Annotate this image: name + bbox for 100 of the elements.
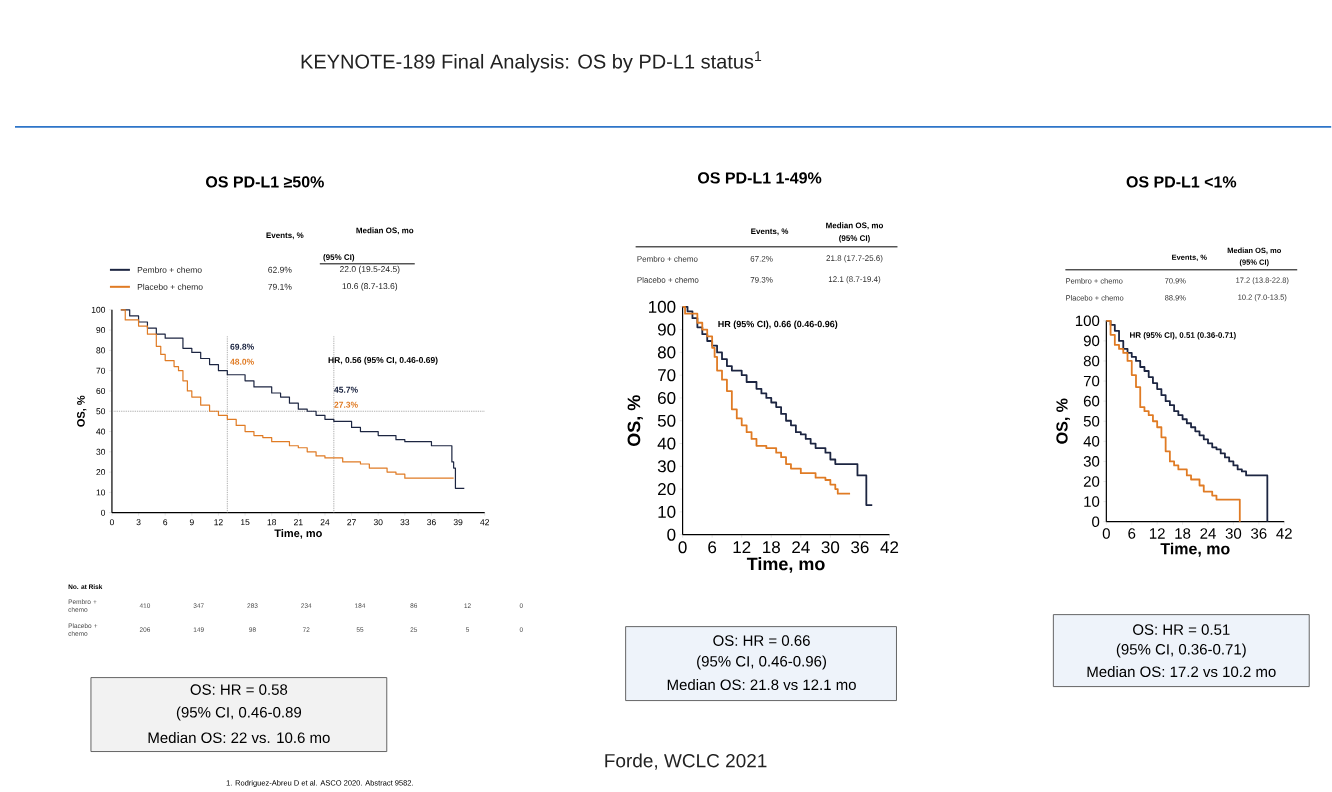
annotation: 48.0%: [230, 359, 254, 366]
y-tick-label: 90: [96, 327, 106, 334]
x-tick-label: 27: [347, 519, 356, 526]
y-tick-label: 60: [658, 392, 676, 405]
x-tick-label: 36: [851, 541, 869, 554]
legend-label: Placebo + chemo: [137, 283, 203, 291]
x-axis-title: Time, mo: [274, 529, 322, 539]
x-tick-label: 0: [1102, 528, 1110, 540]
x-axis-title: Time, mo: [746, 557, 825, 574]
text: Median OS: 21.8 vs 12.1 mo: [667, 679, 856, 691]
x-tick-label: 42: [1276, 528, 1292, 539]
y-tick-label: 40: [657, 437, 676, 450]
y-tick-label: 20: [96, 469, 106, 476]
x-tick-label: 6: [708, 541, 717, 554]
y-tick-label: 10: [658, 506, 676, 519]
chart-title: OS PD-L1 <1%: [1126, 176, 1237, 188]
y-tick-label: 10: [1084, 496, 1100, 508]
y-axis-title: OS, %: [1056, 398, 1070, 444]
text: OS: HR = 0.66: [713, 635, 810, 647]
y-tick-label: 50: [1083, 416, 1100, 427]
y-tick-label: 30: [96, 449, 106, 456]
y-tick-label: 80: [96, 347, 106, 354]
x-tick-label: 0: [678, 541, 687, 554]
y-tick-label: 40: [96, 428, 106, 435]
y-axis-title: OS, %: [77, 395, 87, 427]
text: (95% CI, 0.36-0.71): [1116, 643, 1246, 658]
chart-title: OS PD-L1 ≥50%: [206, 176, 324, 188]
x-tick-label: 6: [163, 519, 168, 526]
y-tick-label: 60: [1083, 396, 1100, 407]
x-tick-label: 30: [373, 519, 383, 526]
y-tick-label: 100: [91, 307, 106, 314]
y-tick-label: 100: [1075, 315, 1100, 327]
x-tick-label: 42: [480, 519, 490, 526]
x-tick-label: 24: [320, 519, 330, 526]
y-tick-label: 40: [1083, 436, 1100, 447]
text: (95% CI): [839, 235, 870, 243]
x-tick-label: 18: [267, 519, 277, 526]
x-tick-label: 12: [733, 541, 751, 554]
text: Median OS, mo: [826, 222, 884, 230]
y-tick-label: 100: [649, 301, 676, 314]
annotation: HR (95% CI), 0.51 (0.36-0.71): [1130, 332, 1236, 340]
annotation: HR, 0.56 (95% CI, 0.46-0.69): [328, 357, 438, 365]
y-tick-label: 20: [1083, 476, 1100, 488]
text: Median OS: 22 vs. 10.6 mo: [148, 732, 330, 744]
legend-label: Pembro + chemo: [137, 266, 202, 274]
annotation: 27.3%: [334, 401, 358, 408]
y-tick-label: 90: [657, 323, 676, 336]
text: (95% CI, 0.46-0.89: [176, 706, 302, 721]
annotation: HR (95% CI), 0.66 (0.46-0.96): [718, 320, 838, 330]
x-tick-label: 42: [880, 541, 899, 554]
y-tick-label: 50: [657, 414, 676, 427]
text: Pembro + chemo: [637, 256, 698, 263]
text: Events, %: [751, 228, 789, 236]
text: 12.1 (8.7-19.4): [828, 276, 881, 284]
x-tick-label: 9: [189, 519, 194, 526]
y-tick-label: 70: [658, 369, 676, 382]
y-tick-label: 20: [658, 483, 676, 496]
x-tick-label: 18: [1175, 528, 1191, 540]
x-tick-label: 0: [109, 519, 114, 526]
x-tick-label: 39: [453, 519, 463, 526]
x-tick-label: 3: [136, 519, 141, 526]
y-tick-label: 90: [1083, 335, 1100, 347]
text: Placebo + chemo: [637, 277, 699, 283]
text: KEYNOTE-189 Final Analysis: OS by PD-L1 status$^{1}$: [301, 51, 762, 73]
x-tick-label: 18: [763, 541, 780, 554]
x-tick-label: 6: [1128, 528, 1136, 540]
x-tick-label: 36: [427, 519, 436, 526]
y-tick-label: 70: [1083, 375, 1100, 387]
x-tick-label: 30: [1225, 528, 1242, 540]
x-tick-label: 24: [1200, 528, 1216, 539]
x-tick-label: 33: [400, 519, 410, 526]
y-tick-label: 30: [657, 460, 676, 473]
x-tick-label: 30: [821, 541, 840, 554]
y-tick-label: 70: [96, 367, 106, 374]
x-tick-label: 12: [214, 519, 223, 526]
x-tick-label: 15: [240, 519, 250, 526]
text: Events, %: [266, 232, 304, 240]
y-tick-label: 0: [101, 509, 106, 516]
x-tick-label: 24: [792, 541, 810, 554]
text: (95% CI, 0.46-0.96): [697, 655, 826, 670]
chart-title: OS PD-L1 1-49%: [698, 172, 822, 184]
text: Median OS: 17.2 vs 10.2 mo: [1087, 666, 1276, 678]
x-tick-label: 21: [294, 519, 303, 526]
annotation: 69.8%: [230, 344, 254, 351]
y-tick-label: 50: [96, 408, 106, 415]
text: 79.1%: [268, 284, 292, 291]
text: 62.9%: [268, 267, 292, 274]
text: 22.0 (19.5-24.5): [339, 266, 400, 275]
y-tick-label: 60: [96, 388, 106, 395]
y-tick-label: 10: [96, 489, 106, 496]
text: 79.3%: [750, 277, 773, 283]
text: 67.2%: [750, 256, 773, 262]
text: (95% CI): [323, 254, 355, 262]
text: OS: HR = 0.58: [190, 684, 288, 696]
y-tick-label: 80: [657, 346, 676, 359]
y-tick-label: 30: [1083, 456, 1100, 467]
text: Forde, WCLC 2021: [605, 753, 767, 770]
text: Median OS, mo: [356, 227, 414, 235]
x-axis-title: Time, mo: [1160, 542, 1230, 557]
y-axis-title: OS, %: [627, 395, 643, 447]
